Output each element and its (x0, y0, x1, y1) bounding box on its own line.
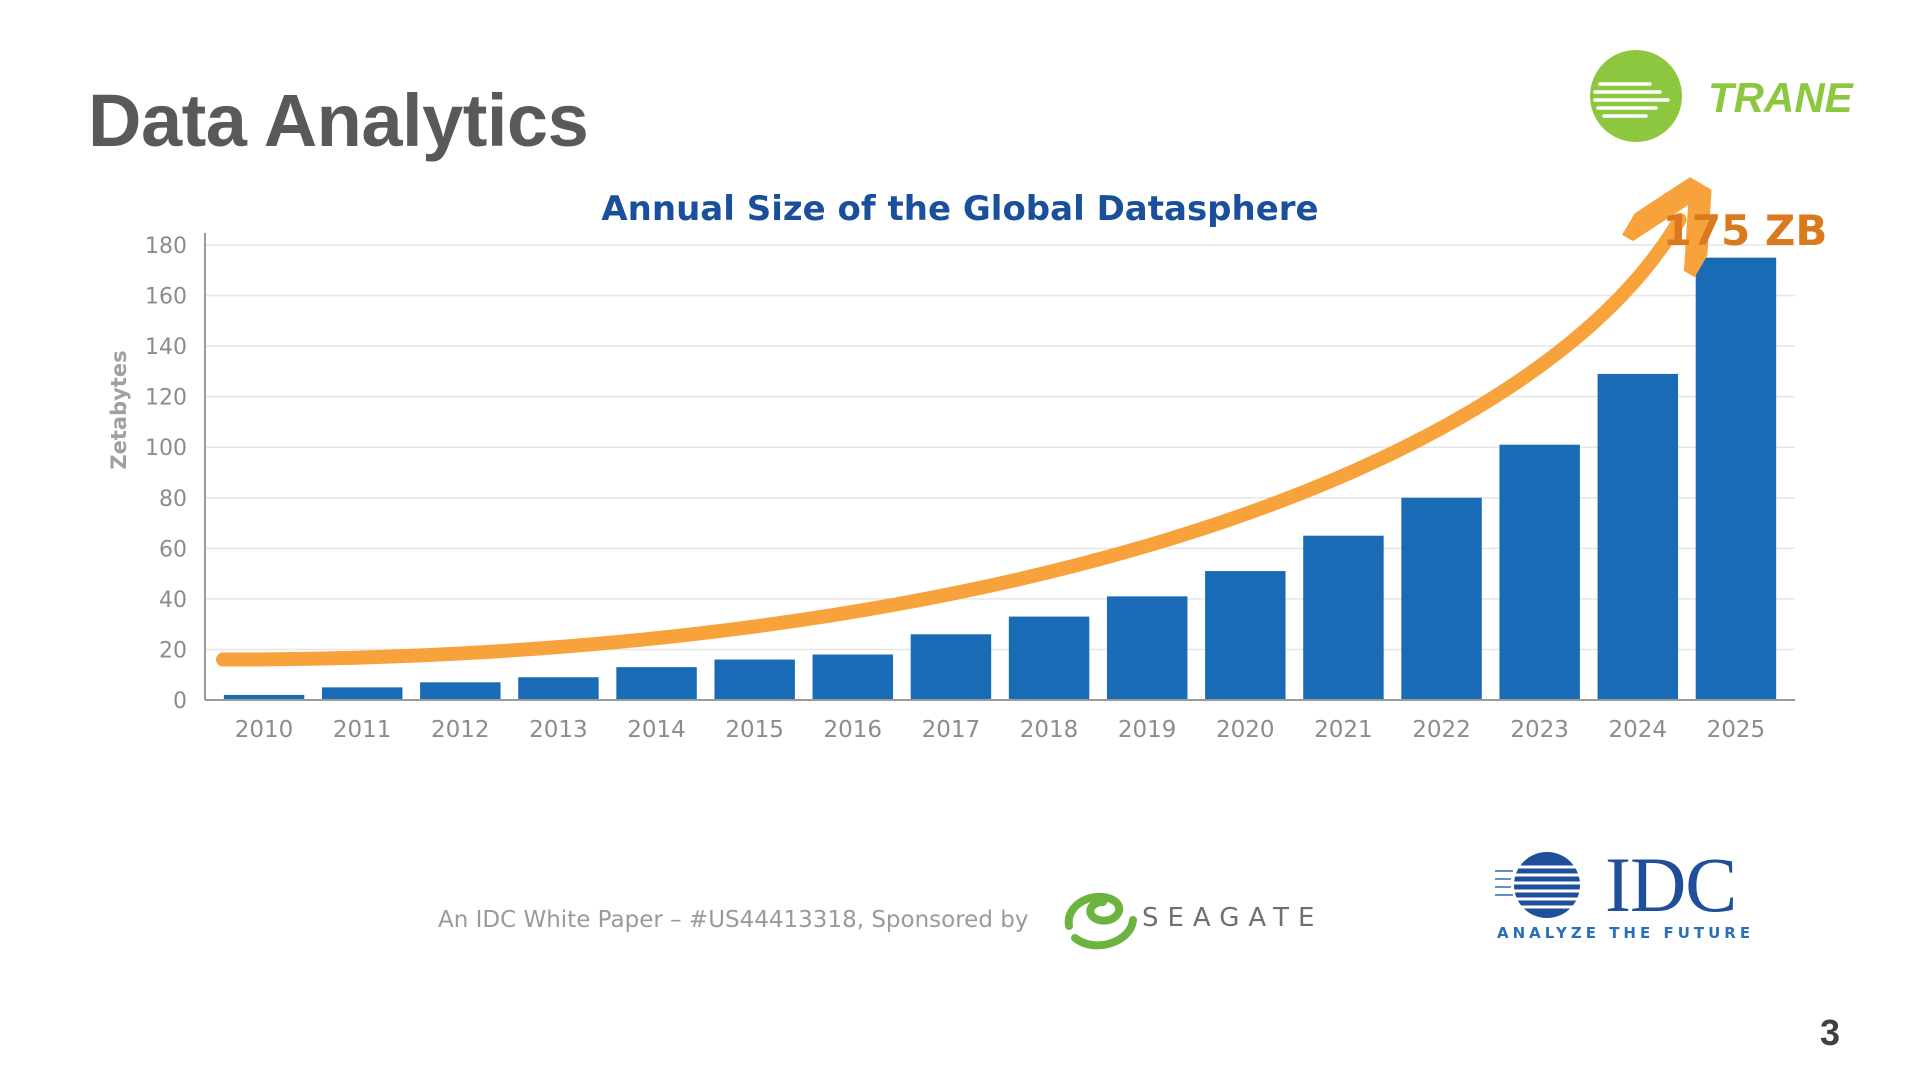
bar-2016 (812, 654, 894, 700)
y-tick-label: 20 (159, 638, 187, 663)
slide-title: Data Analytics (88, 79, 589, 162)
y-tick-label: 180 (145, 234, 187, 259)
bars (223, 257, 1777, 700)
y-tick-label: 160 (145, 285, 187, 310)
x-tick-label: 2017 (922, 717, 981, 743)
trane-logo: TRANE (1590, 50, 1855, 142)
y-axis-label: Zetabytes (107, 350, 131, 469)
y-tick-label: 0 (173, 689, 187, 714)
idc-logo (1495, 852, 1599, 918)
x-tick-label: 2019 (1118, 717, 1177, 743)
bar-2014 (616, 667, 697, 700)
x-tick-label: 2025 (1707, 717, 1766, 743)
y-tick-label: 120 (145, 386, 187, 411)
y-tick-label: 40 (159, 588, 187, 613)
annotation-175zb: 175 ZB (1663, 206, 1828, 255)
x-tick-label: 2013 (529, 717, 588, 743)
idc-globe-icon (1495, 852, 1599, 918)
source-citation: An IDC White Paper – #US44413318, Sponso… (438, 907, 1029, 933)
bar-2011 (321, 687, 403, 700)
x-tick-label: 2014 (627, 717, 686, 743)
x-tick-label: 2010 (235, 717, 294, 743)
bar-2022 (1401, 497, 1482, 700)
x-tick-label: 2020 (1216, 717, 1275, 743)
x-tick-label: 2023 (1510, 717, 1569, 743)
bar-2015 (714, 659, 795, 700)
seagate-swirl-icon (1064, 892, 1137, 950)
trane-logo-text: TRANE (1708, 74, 1855, 121)
y-tick-label: 100 (145, 436, 187, 461)
y-tick-labels: 0 20 40 60 80 100 120 140 160 180 (145, 234, 187, 714)
trane-globe-icon (1590, 50, 1682, 142)
trend-arrow (216, 220, 1680, 667)
x-tick-label: 2012 (431, 717, 490, 743)
x-tick-label: 2022 (1412, 717, 1471, 743)
bar-2025 (1695, 257, 1777, 700)
seagate-logo (1064, 892, 1137, 950)
x-tick-label: 2016 (824, 717, 883, 743)
x-tick-label: 2024 (1609, 717, 1668, 743)
x-tick-label: 2011 (333, 717, 392, 743)
page-number: 3 (1820, 1012, 1841, 1053)
x-tick-label: 2021 (1314, 717, 1373, 743)
bar-2012 (420, 682, 501, 700)
bar-2017 (910, 634, 992, 700)
bar-2023 (1499, 444, 1580, 700)
bar-2010 (223, 694, 305, 700)
bar-2019 (1106, 596, 1188, 700)
chart-title: Annual Size of the Global Datasphere (601, 189, 1318, 229)
bar-2024 (1597, 373, 1679, 700)
y-tick-label: 60 (159, 537, 187, 562)
y-tick-label: 140 (145, 335, 187, 360)
bar-2021 (1303, 535, 1384, 700)
x-tick-labels: 2010 2011 2012 2013 2014 2015 2016 2017 2018 2019… (235, 717, 1765, 743)
x-tick-label: 2018 (1020, 717, 1079, 743)
bar-2013 (518, 677, 599, 700)
idc-wordmark: IDC (1605, 841, 1737, 928)
bar-2018 (1008, 616, 1090, 700)
bar-2020 (1205, 571, 1286, 700)
seagate-wordmark: SEAGATE (1142, 903, 1324, 933)
y-tick-label: 80 (159, 487, 187, 512)
x-tick-label: 2015 (725, 717, 784, 743)
idc-tagline: ANALYZE THE FUTURE (1497, 924, 1755, 942)
